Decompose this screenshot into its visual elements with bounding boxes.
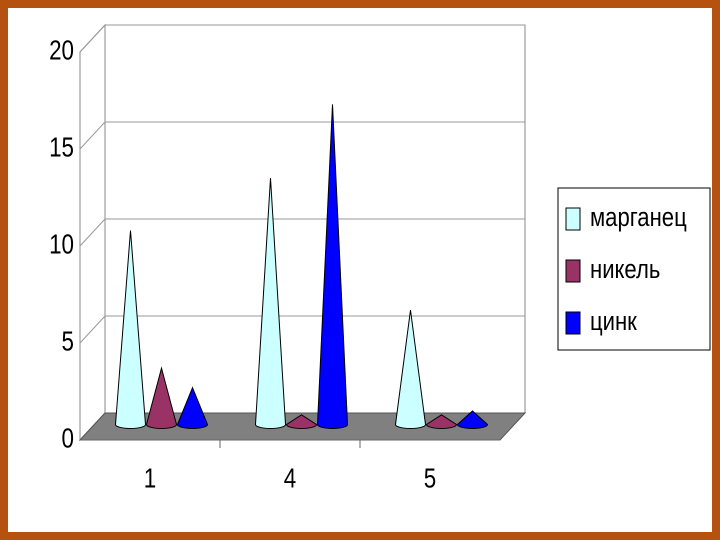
cone [114,230,147,429]
legend-swatch [565,259,581,283]
y-tick-label: 10 [49,229,74,260]
legend-label: никель [590,255,660,284]
legend-swatch [565,207,581,231]
legend-swatch [565,311,581,335]
x-tick-label: 4 [284,463,296,494]
chart: 0 5 10 15 20 1 4 5 марганец никель цинк [49,23,711,494]
cone [145,366,178,429]
cone [425,414,458,429]
cone [456,410,489,429]
grid-line [79,24,106,53]
cone [176,386,209,429]
cone [394,309,427,429]
legend-box [557,187,711,351]
y-tick-label: 5 [62,326,74,357]
cone [316,104,349,429]
grid-line [79,315,106,344]
y-tick-label: 0 [62,423,74,454]
x-tick-label: 1 [144,463,156,494]
y-tick-label: 20 [49,35,74,66]
legend-label: цинк [590,307,637,336]
grid-line [79,121,106,150]
cone [285,414,318,429]
grid-line [79,218,106,247]
x-tick-label: 5 [424,463,436,494]
y-tick-label: 15 [49,132,74,163]
cone [254,178,287,429]
legend-label: марганец [590,203,687,232]
